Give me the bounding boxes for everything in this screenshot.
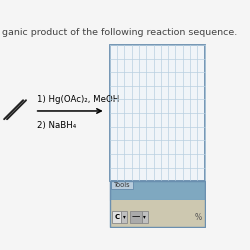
- Text: 1) Hg(OAc)₂, MeOH: 1) Hg(OAc)₂, MeOH: [37, 95, 119, 104]
- Bar: [121, 211, 127, 223]
- Bar: [110, 181, 205, 200]
- Bar: [110, 200, 205, 226]
- Text: ganic product of the following reaction sequence.: ganic product of the following reaction …: [2, 28, 237, 36]
- Text: —: —: [131, 212, 140, 222]
- Bar: [112, 181, 133, 190]
- Text: Tools: Tools: [114, 182, 130, 188]
- Bar: [110, 45, 205, 181]
- Bar: [112, 211, 121, 223]
- Text: ▾: ▾: [144, 214, 146, 220]
- Text: 2) NaBH₄: 2) NaBH₄: [37, 121, 76, 130]
- Text: ▾: ▾: [123, 214, 126, 220]
- Bar: [110, 181, 205, 226]
- Bar: [130, 211, 142, 223]
- Bar: [142, 211, 148, 223]
- Text: %: %: [194, 212, 202, 222]
- Text: C: C: [114, 214, 119, 220]
